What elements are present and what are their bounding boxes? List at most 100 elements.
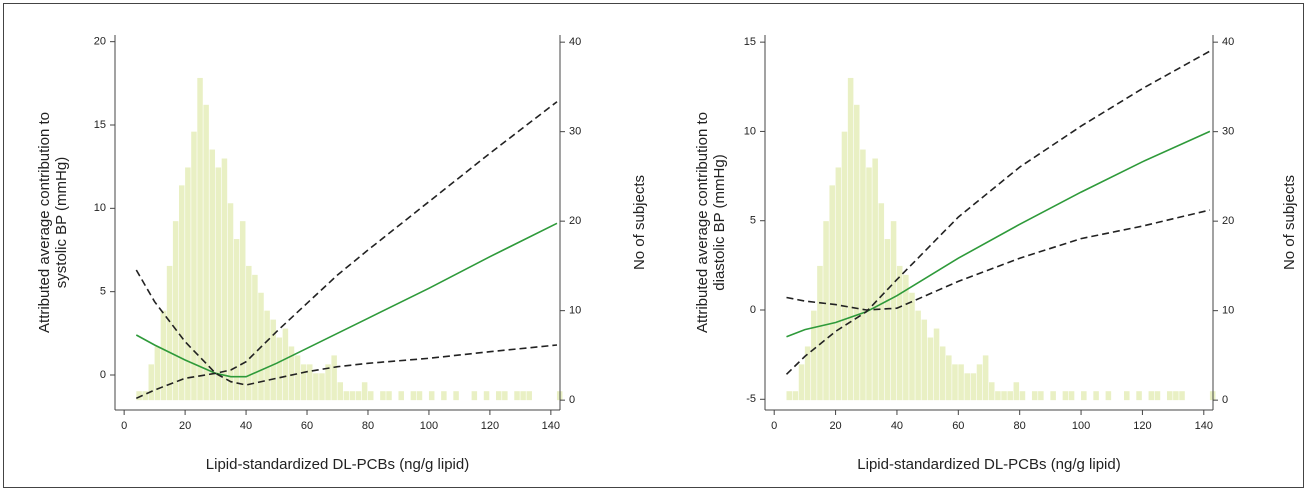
histogram-bar bbox=[441, 391, 447, 401]
histogram-bar bbox=[410, 391, 417, 401]
histogram-bar bbox=[811, 310, 817, 401]
histogram-bar bbox=[958, 364, 964, 401]
histogram-bar bbox=[495, 391, 502, 401]
histogram-bar bbox=[252, 274, 258, 401]
histogram-bar bbox=[829, 185, 835, 401]
histogram-bar bbox=[221, 158, 228, 401]
x-tick-label: 60 bbox=[952, 420, 964, 432]
histogram-bar bbox=[982, 355, 989, 401]
histogram-bar bbox=[884, 239, 891, 401]
histogram-bar bbox=[890, 221, 897, 401]
histogram-bar bbox=[798, 364, 805, 401]
y-tick-label: -5 bbox=[746, 393, 756, 405]
x-tick-label: 80 bbox=[1014, 420, 1026, 432]
histogram-bar bbox=[1019, 391, 1026, 401]
histogram-bar bbox=[227, 203, 234, 401]
histogram-bar bbox=[209, 149, 215, 401]
panel: 0 20 40 60 80 100 120 140 -5 0 5 10 15 0 10 20 30 40 Lipid… bbox=[694, 35, 1298, 473]
y-axis-label: systolic BP (mmHg) bbox=[53, 157, 70, 288]
histogram-bar bbox=[878, 203, 885, 401]
histogram-bar bbox=[502, 391, 508, 401]
ci-line bbox=[785, 50, 1211, 375]
x-axis-label: Lipid-standardized DL-PCBs (ng/g lipid) bbox=[206, 456, 469, 473]
y2-axis-label: No of subjects bbox=[1281, 175, 1298, 270]
histogram-bar bbox=[817, 265, 823, 401]
histogram-bar bbox=[276, 337, 283, 401]
histogram-bar bbox=[331, 355, 337, 401]
x-tick-label: 20 bbox=[829, 420, 841, 432]
histogram-bar bbox=[1124, 391, 1130, 401]
histogram-bar bbox=[197, 77, 203, 401]
histogram-bar bbox=[142, 391, 148, 401]
y-tick-label: 15 bbox=[744, 36, 756, 48]
histogram-bar bbox=[1068, 391, 1075, 401]
histogram-bar bbox=[823, 221, 829, 401]
histogram-bar bbox=[1013, 382, 1020, 401]
y2-tick-label: 30 bbox=[1222, 126, 1234, 138]
histogram-bar bbox=[1173, 391, 1179, 401]
histogram-bar bbox=[933, 328, 940, 401]
histogram-bar bbox=[136, 391, 142, 401]
histogram-bar bbox=[514, 391, 520, 401]
y-axis-label: diastolic BP (mmHg) bbox=[711, 154, 728, 290]
y-tick-label: 0 bbox=[100, 369, 106, 381]
histogram-bar bbox=[853, 104, 860, 401]
histogram-bar bbox=[1148, 391, 1155, 401]
histogram-bar bbox=[1093, 391, 1099, 401]
y2-tick-label: 20 bbox=[569, 215, 581, 227]
histogram-bar bbox=[154, 346, 161, 401]
histogram-bar bbox=[337, 382, 343, 401]
x-tick-label: 40 bbox=[891, 420, 903, 432]
x-tick-label: 100 bbox=[420, 420, 438, 432]
y-tick-label: 5 bbox=[750, 215, 756, 227]
y2-tick-label: 20 bbox=[1222, 215, 1234, 227]
y2-tick-label: 0 bbox=[569, 394, 575, 406]
histogram-bar bbox=[1154, 391, 1161, 401]
histogram-bar bbox=[1062, 391, 1069, 401]
y-tick-label: 10 bbox=[744, 125, 756, 137]
histogram-bar bbox=[453, 391, 459, 401]
y2-axis-label: No of subjects bbox=[631, 175, 648, 270]
histogram-bar bbox=[792, 391, 799, 401]
y-axis-label: Attributed average contribution to bbox=[36, 112, 53, 333]
histogram-bar bbox=[866, 167, 872, 401]
histogram-bar bbox=[343, 391, 350, 401]
histogram-bar bbox=[964, 373, 970, 401]
histogram-bar bbox=[398, 391, 404, 401]
histogram-bar bbox=[325, 364, 331, 401]
histogram-bar bbox=[367, 391, 374, 401]
y2-tick-label: 40 bbox=[1222, 36, 1234, 48]
histogram-bar bbox=[872, 158, 878, 401]
histogram-bar bbox=[172, 221, 179, 401]
histogram-bar bbox=[264, 310, 270, 401]
histogram-bar bbox=[989, 382, 995, 401]
histogram-bar bbox=[361, 382, 368, 401]
y-tick-label: 10 bbox=[94, 202, 106, 214]
histogram-bar bbox=[191, 131, 197, 401]
histogram-bar bbox=[1166, 391, 1173, 401]
histogram-bar bbox=[386, 391, 392, 401]
histogram-bar bbox=[166, 265, 173, 401]
y2-tick-label: 40 bbox=[569, 36, 581, 48]
x-tick-label: 60 bbox=[301, 420, 313, 432]
y2-tick-label: 10 bbox=[1222, 305, 1234, 317]
histogram-bar bbox=[786, 391, 793, 401]
x-tick-label: 80 bbox=[362, 420, 374, 432]
histogram-bar bbox=[1179, 391, 1185, 401]
histogram-bar bbox=[148, 364, 155, 401]
y-tick-label: 15 bbox=[94, 119, 106, 131]
estimate-line bbox=[135, 222, 558, 378]
histogram-bar bbox=[847, 77, 854, 401]
histogram-bar bbox=[1001, 391, 1007, 401]
histogram-bar bbox=[1050, 391, 1056, 401]
y-tick-label: 0 bbox=[750, 304, 756, 316]
histogram-bar bbox=[970, 373, 977, 401]
histogram-bar bbox=[185, 167, 191, 401]
x-tick-label: 140 bbox=[1195, 420, 1213, 432]
histogram-bar bbox=[288, 346, 295, 401]
histogram-bar bbox=[1031, 391, 1038, 401]
y2-tick-label: 0 bbox=[1222, 394, 1228, 406]
histogram-bar bbox=[927, 337, 934, 401]
histogram-bar bbox=[1007, 391, 1013, 401]
